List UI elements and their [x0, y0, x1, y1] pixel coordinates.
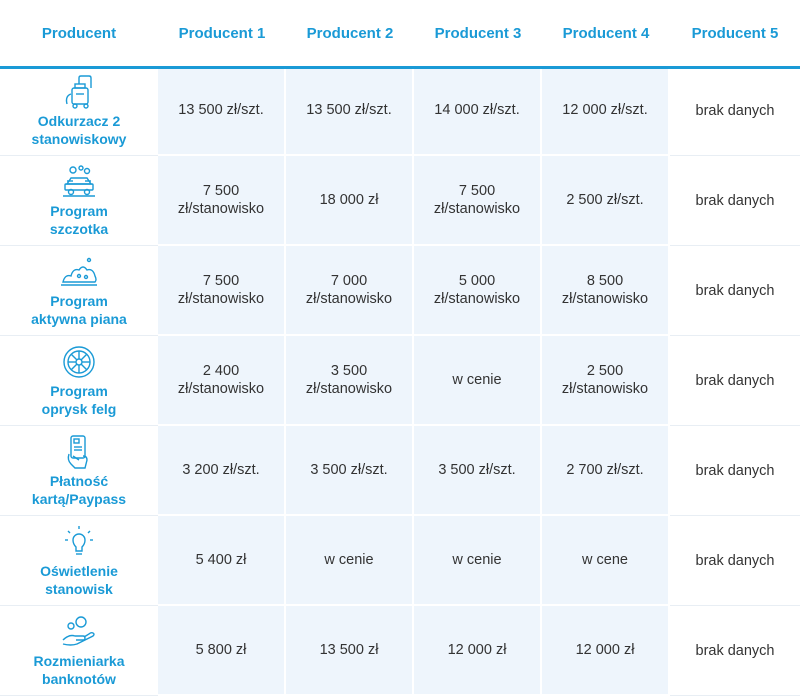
header-producent-5: Producent 5	[691, 24, 779, 42]
row-label-szczotka: Program szczotka	[0, 156, 158, 246]
row-label-text: Rozmieniarka banknotów	[33, 652, 125, 687]
table-cell: brak danych	[670, 426, 800, 516]
table-cell: w cene	[542, 516, 670, 606]
table-cell: 5 000 zł/stanowisko	[414, 246, 542, 336]
table-cell: 18 000 zł	[286, 156, 414, 246]
table-cell: 2 500 zł/stanowisko	[542, 336, 670, 426]
header-producent: Producent	[41, 24, 117, 42]
vacuum-icon	[59, 74, 99, 110]
foam-icon	[59, 254, 99, 290]
table-cell: 2 700 zł/szt.	[542, 426, 670, 516]
table-cell: 3 500 zł/szt.	[414, 426, 542, 516]
row-label-text: Oświetlenie stanowisk	[40, 562, 118, 597]
table-cell: brak danych	[670, 336, 800, 426]
table-cell: brak danych	[670, 516, 800, 606]
table-cell: 12 000 zł	[414, 606, 542, 696]
row-label-felg: Program oprysk felg	[0, 336, 158, 426]
table-cell: 5 800 zł	[158, 606, 286, 696]
table-cell: 13 500 zł/szt.	[158, 66, 286, 156]
row-label-text: Program oprysk felg	[41, 382, 117, 417]
table-cell: 14 000 zł/szt.	[414, 66, 542, 156]
brush-car-icon	[59, 164, 99, 200]
table-cell: 13 500 zł/szt.	[286, 66, 414, 156]
table-cell: 7 000 zł/stanowisko	[286, 246, 414, 336]
row-label-text: Program aktywna piana	[31, 292, 127, 327]
table-cell: brak danych	[670, 606, 800, 696]
table-cell: 2 500 zł/szt.	[542, 156, 670, 246]
table-cell: 7 500 zł/stanowisko	[158, 246, 286, 336]
row-label-oswietlenie: Oświetlenie stanowisk	[0, 516, 158, 606]
table-cell: brak danych	[670, 156, 800, 246]
table-cell: w cenie	[414, 516, 542, 606]
table-cell: 7 500 zł/stanowisko	[414, 156, 542, 246]
row-label-text: Odkurzacz 2 stanowiskowy	[31, 112, 127, 147]
table-cell: 2 400 zł/stanowisko	[158, 336, 286, 426]
row-label-platnosc: Płatność kartą/Paypass	[0, 426, 158, 516]
table-cell: 3 200 zł/szt.	[158, 426, 286, 516]
table-cell: 8 500 zł/stanowisko	[542, 246, 670, 336]
wheel-rim-icon	[59, 344, 99, 380]
table-cell: 12 000 zł/szt.	[542, 66, 670, 156]
table-cell: brak danych	[670, 246, 800, 336]
table-cell: 3 500 zł/stanowisko	[286, 336, 414, 426]
header-producent-3: Producent 3	[434, 24, 522, 42]
row-label-text: Program szczotka	[49, 202, 109, 237]
light-bulb-icon	[59, 524, 99, 560]
row-label-text: Płatność kartą/Paypass	[31, 472, 127, 507]
table-cell: w cenie	[286, 516, 414, 606]
table-cell: 12 000 zł	[542, 606, 670, 696]
table-cell: 7 500 zł/stanowisko	[158, 156, 286, 246]
table-cell: 3 500 zł/szt.	[286, 426, 414, 516]
table-cell: 5 400 zł	[158, 516, 286, 606]
table-cell: brak danych	[670, 66, 800, 156]
card-payment-icon	[59, 434, 99, 470]
header-producent-4: Producent 4	[562, 24, 650, 42]
coin-hand-icon	[59, 614, 99, 650]
table-cell: 13 500 zł	[286, 606, 414, 696]
header-divider	[0, 66, 800, 69]
row-label-rozmieniarka: Rozmieniarka banknotów	[0, 606, 158, 696]
row-label-piana: Program aktywna piana	[0, 246, 158, 336]
header-producent-2: Producent 2	[306, 24, 394, 42]
header-producent-1: Producent 1	[178, 24, 266, 42]
row-label-odkurzacz: Odkurzacz 2 stanowiskowy	[0, 66, 158, 156]
table-cell: w cenie	[414, 336, 542, 426]
